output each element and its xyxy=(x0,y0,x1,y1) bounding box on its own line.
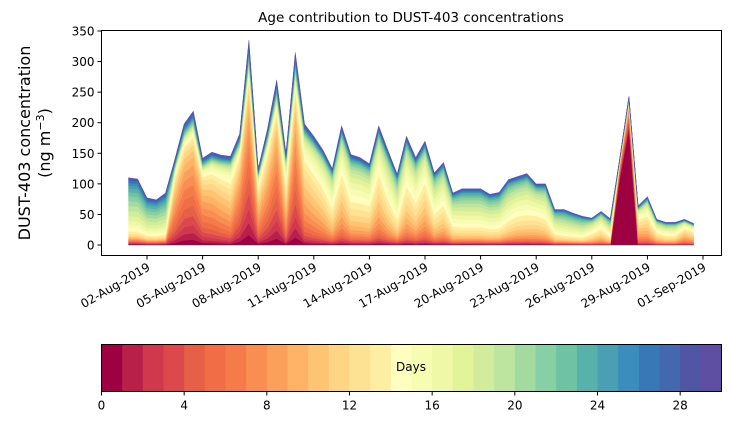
stacked-areas xyxy=(128,40,694,246)
colorbar-segment-15 xyxy=(411,344,433,392)
colorbar-frame xyxy=(101,344,722,392)
colorbar-segment-0 xyxy=(101,344,123,392)
y-tick-label: 200 xyxy=(72,116,95,130)
colorbar-tick-label: 16 xyxy=(425,399,440,413)
colorbar-segment-24 xyxy=(597,344,619,392)
colorbar-segment-10 xyxy=(308,344,330,392)
colorbar-segment-26 xyxy=(638,344,660,392)
y-tick-label: 300 xyxy=(72,55,95,69)
colorbar-tick-label: 0 xyxy=(98,399,106,413)
y-axis-units-close: ) xyxy=(35,108,54,114)
colorbar-segment-1 xyxy=(122,344,144,392)
colorbar-segment-20 xyxy=(514,344,536,392)
y-tick-label: 50 xyxy=(79,208,94,222)
colorbar-segment-13 xyxy=(370,344,392,392)
colorbar-tick-label: 20 xyxy=(507,399,522,413)
y-tick-label: 150 xyxy=(72,147,95,161)
chart-title: Age contribution to DUST-403 concentrati… xyxy=(258,10,564,26)
colorbar-tick-label: 8 xyxy=(263,399,271,413)
colorbar-segment-17 xyxy=(452,344,474,392)
colorbar-segment-6 xyxy=(225,344,247,392)
colorbar-tick-label: 12 xyxy=(342,399,357,413)
colorbar: 0 4 8 12 16 20 24 28 xyxy=(98,344,722,413)
colorbar-segment-29 xyxy=(700,344,722,392)
y-axis: 0 50 100 150 200 250 300 350 xyxy=(72,25,102,253)
y-axis-label: DUST-403 concentration xyxy=(15,46,34,241)
colorbar-segment-27 xyxy=(659,344,681,392)
colorbar-segment-28 xyxy=(680,344,702,392)
colorbar-segment-3 xyxy=(163,344,185,392)
plot-frame xyxy=(101,30,722,256)
colorbar-label: Days xyxy=(396,360,426,374)
colorbar-segment-18 xyxy=(473,344,495,392)
colorbar-segment-11 xyxy=(328,344,350,392)
colorbar-segment-2 xyxy=(142,344,164,392)
colorbar-tick-label: 24 xyxy=(590,399,605,413)
x-axis: 02-Aug-201905-Aug-201908-Aug-201911-Aug-… xyxy=(78,255,709,311)
colorbar-segment-8 xyxy=(266,344,288,392)
area-layer-day-29 xyxy=(128,40,694,225)
y-tick-label: 250 xyxy=(72,86,95,100)
y-axis-label-units: (ng m−3) xyxy=(34,108,54,178)
y-axis-units-exponent: −3 xyxy=(34,114,47,130)
colorbar-segment-7 xyxy=(246,344,268,392)
colorbar-segment-4 xyxy=(184,344,206,392)
colorbar-segment-12 xyxy=(349,344,371,392)
colorbar-segment-5 xyxy=(204,344,226,392)
y-tick-label: 0 xyxy=(87,239,95,253)
colorbar-segment-19 xyxy=(494,344,516,392)
y-tick-label: 350 xyxy=(72,25,95,39)
colorbar-segment-16 xyxy=(432,344,454,392)
colorbar-segment-23 xyxy=(576,344,598,392)
colorbar-segment-14 xyxy=(390,344,412,392)
colorbar-segment-22 xyxy=(556,344,578,392)
colorbar-tick-label: 4 xyxy=(180,399,188,413)
colorbar-segment-25 xyxy=(618,344,640,392)
y-tick-label: 100 xyxy=(72,177,95,191)
colorbar-tick-label: 28 xyxy=(673,399,688,413)
colorbar-segment-21 xyxy=(535,344,557,392)
y-axis-units-text: (ng m xyxy=(35,131,54,178)
colorbar-segment-9 xyxy=(287,344,309,392)
